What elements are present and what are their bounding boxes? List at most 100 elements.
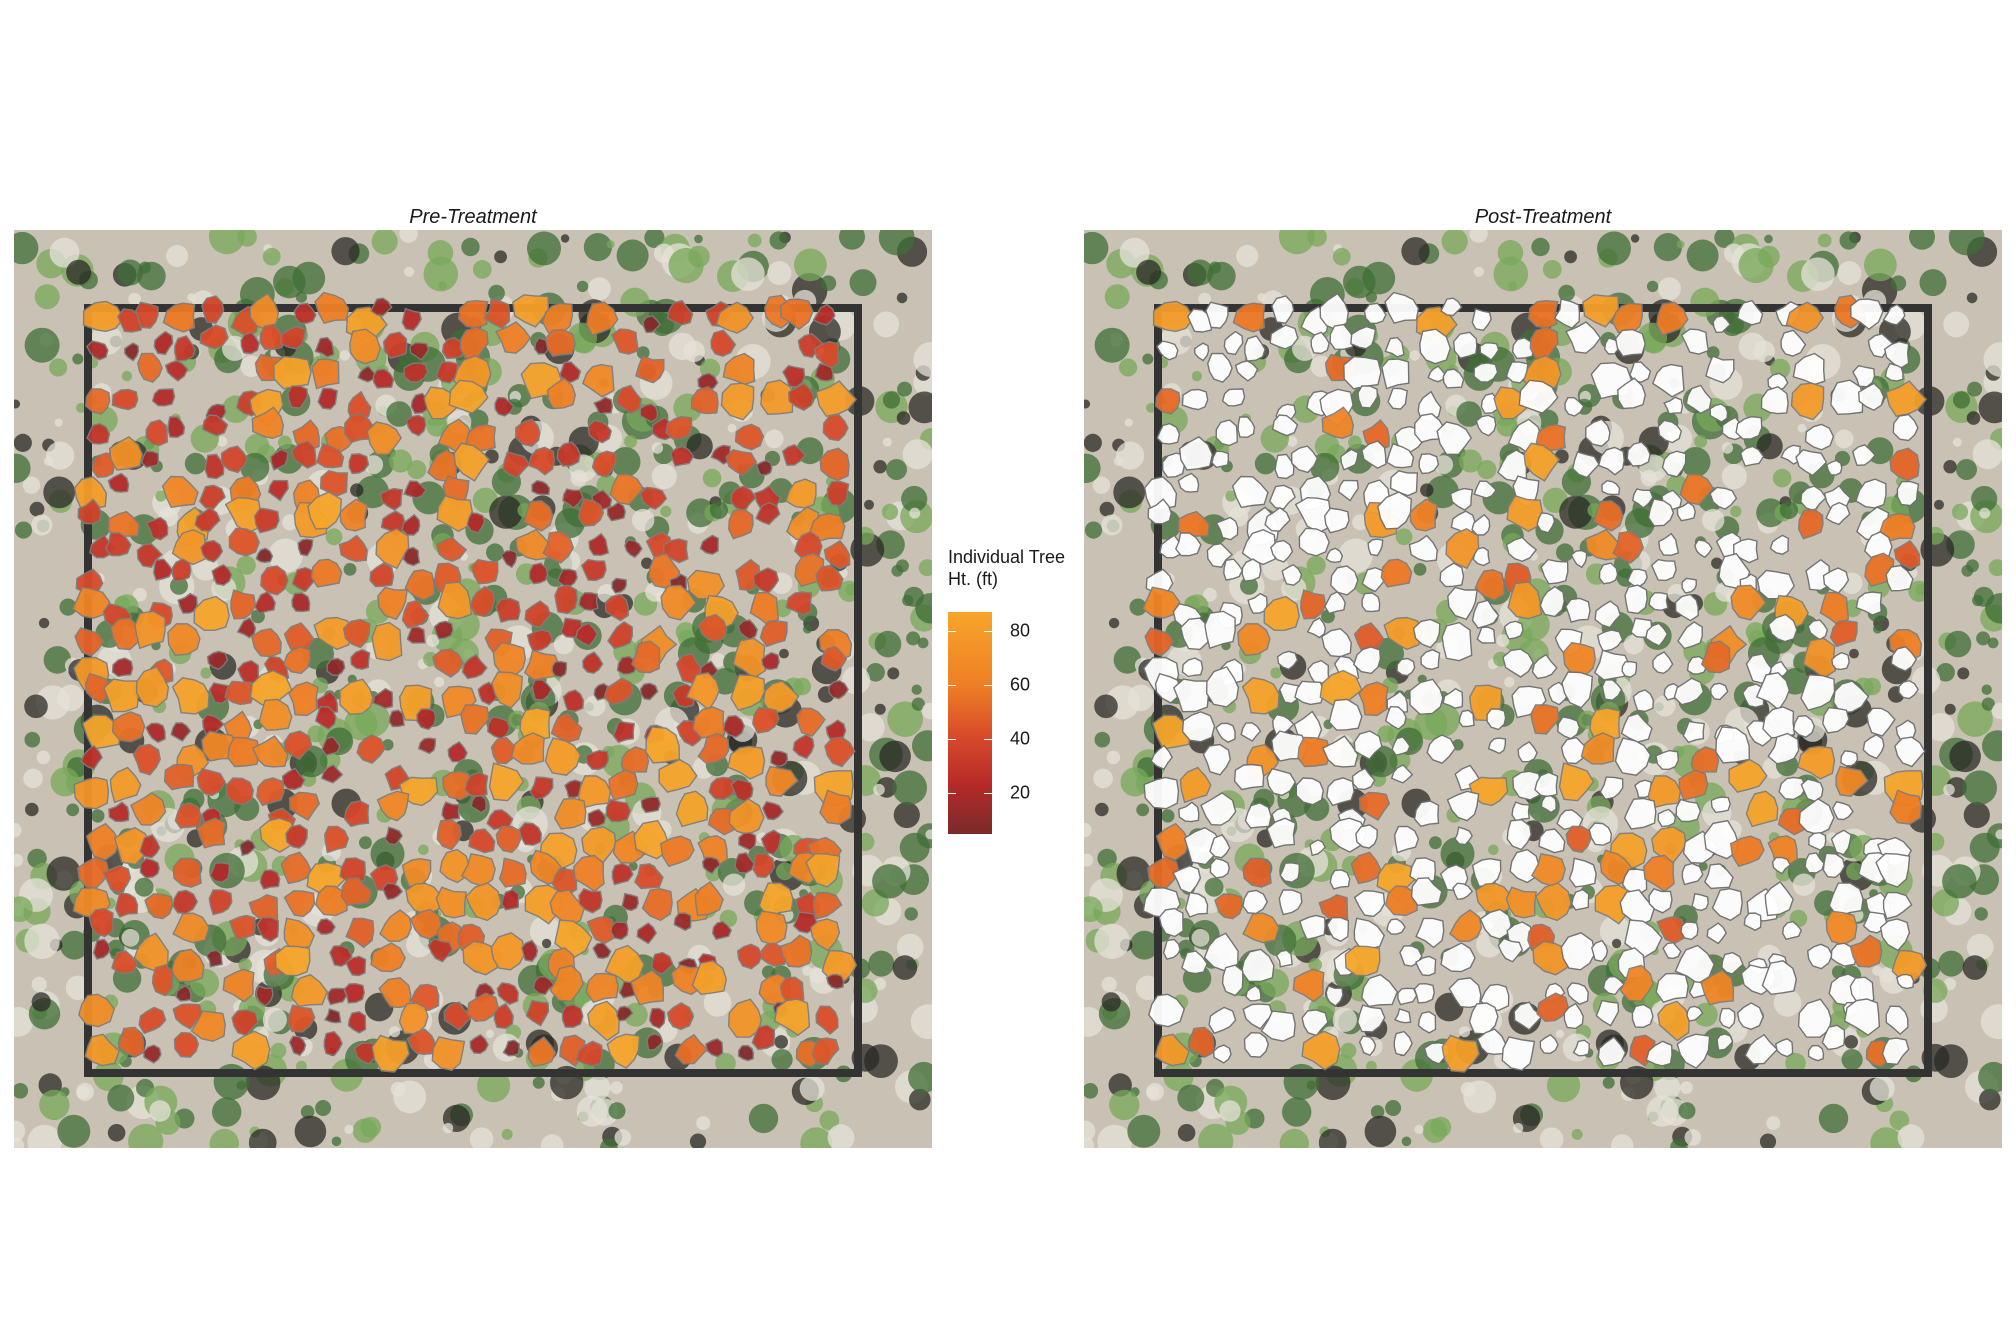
tree-crown: [761, 651, 780, 671]
imagery-patch: [1714, 230, 1735, 248]
imagery-patch: [1630, 234, 1640, 243]
tree-crown: [1795, 449, 1828, 477]
tree-crown: [1700, 640, 1731, 674]
tree-crown: [1898, 679, 1919, 700]
tree-crown: [1179, 617, 1212, 651]
imagery-patch: [50, 767, 80, 797]
tree-crown: [1156, 422, 1181, 445]
tree-crown: [283, 890, 316, 918]
imagery-patch: [1463, 1080, 1497, 1114]
tree-crown: [356, 734, 387, 765]
tree-crown: [111, 388, 139, 411]
tree-crown: [720, 382, 755, 421]
imagery-patch: [1985, 593, 2002, 624]
tree-crown: [521, 939, 539, 963]
imagery-patch: [14, 521, 33, 539]
imagery-patch: [606, 240, 615, 249]
imagery-patch: [1177, 1124, 1196, 1142]
tree-crown: [722, 352, 756, 386]
imagery-patch: [1539, 1127, 1564, 1148]
tree-crown: [1539, 1033, 1559, 1055]
imagery-patch: [849, 269, 877, 297]
imagery-patch: [1496, 634, 1510, 647]
tree-crown: [1536, 512, 1556, 534]
tree-crown: [1292, 968, 1325, 1003]
imagery-patch: [896, 411, 911, 425]
tree-crown: [1594, 884, 1633, 925]
tree-crown: [1761, 960, 1798, 996]
tree-crown: [1361, 566, 1387, 593]
tree-crown: [815, 564, 844, 592]
imagery-patch: [892, 955, 918, 980]
tree-crown: [1301, 1009, 1329, 1037]
tree-crown: [760, 379, 794, 416]
tree-crown: [604, 593, 629, 622]
imagery-patch: [1971, 485, 1998, 513]
imagery-patch: [200, 667, 212, 679]
imagery-patch: [1991, 702, 2002, 720]
imagery-patch: [149, 1100, 171, 1122]
tree-crown: [501, 888, 520, 911]
tree-crown: [797, 333, 826, 359]
tree-crown: [813, 340, 840, 370]
tree-crown: [1800, 674, 1836, 712]
imagery-patch: [809, 966, 826, 984]
imagery-patch: [1690, 287, 1720, 317]
imagery-patch: [1426, 475, 1459, 509]
tree-crown: [1143, 776, 1180, 810]
tree-crown: [728, 797, 765, 836]
imagery-patch: [278, 435, 292, 450]
imagery-patch: [660, 505, 672, 518]
tree-crown: [603, 677, 635, 706]
tree-crown: [1531, 653, 1558, 680]
imagery-patch: [1834, 429, 1854, 449]
tree-crown: [1415, 955, 1437, 977]
imagery-patch: [1108, 617, 1120, 629]
tree-crown: [329, 945, 353, 967]
tree-crown: [758, 882, 794, 918]
tree-crown: [1329, 323, 1355, 351]
imagery-patch: [1995, 829, 2002, 840]
imagery-patch: [1441, 230, 1468, 255]
imagery-patch: [1366, 1060, 1377, 1072]
imagery-patch: [715, 1052, 736, 1074]
tree-crown: [492, 641, 527, 678]
tree-crown: [755, 501, 781, 526]
imagery-patch: [389, 1026, 401, 1038]
tree-crown: [1621, 660, 1638, 678]
tree-crown: [145, 722, 166, 744]
tree-crown: [1439, 562, 1465, 588]
tree-crown: [1476, 626, 1496, 644]
imagery-patch: [364, 455, 384, 475]
tree-crown: [236, 617, 257, 639]
tree-crown: [1231, 475, 1269, 509]
tree-crown: [635, 355, 665, 384]
imagery-patch: [1849, 648, 1859, 659]
tree-crown: [1595, 999, 1620, 1027]
tree-crown: [461, 653, 488, 680]
imagery-patch: [1094, 923, 1130, 959]
tree-crown: [1390, 764, 1414, 784]
tree-crown: [375, 528, 410, 570]
imagery-patch: [1759, 1133, 1777, 1148]
tree-crown: [615, 384, 643, 415]
tree-crown: [581, 826, 617, 864]
imagery-patch: [236, 555, 256, 575]
tree-crown: [240, 331, 260, 355]
imagery-patch: [1093, 768, 1113, 789]
tree-crown: [398, 776, 439, 807]
tree-crown: [1535, 882, 1572, 922]
tree-crown: [327, 987, 348, 1006]
tree-crown: [1441, 621, 1473, 662]
tree-crown: [256, 777, 285, 807]
tree-crown: [1535, 423, 1566, 452]
imagery-patch: [839, 230, 865, 250]
imagery-patch: [1879, 966, 1896, 984]
tree-crown: [163, 763, 195, 791]
imagery-patch: [917, 637, 929, 649]
tree-crown: [1270, 539, 1294, 563]
tree-crown: [283, 730, 313, 761]
tree-crown: [466, 992, 500, 1023]
tree-crown: [1147, 498, 1173, 525]
tree-crown: [1309, 839, 1326, 857]
